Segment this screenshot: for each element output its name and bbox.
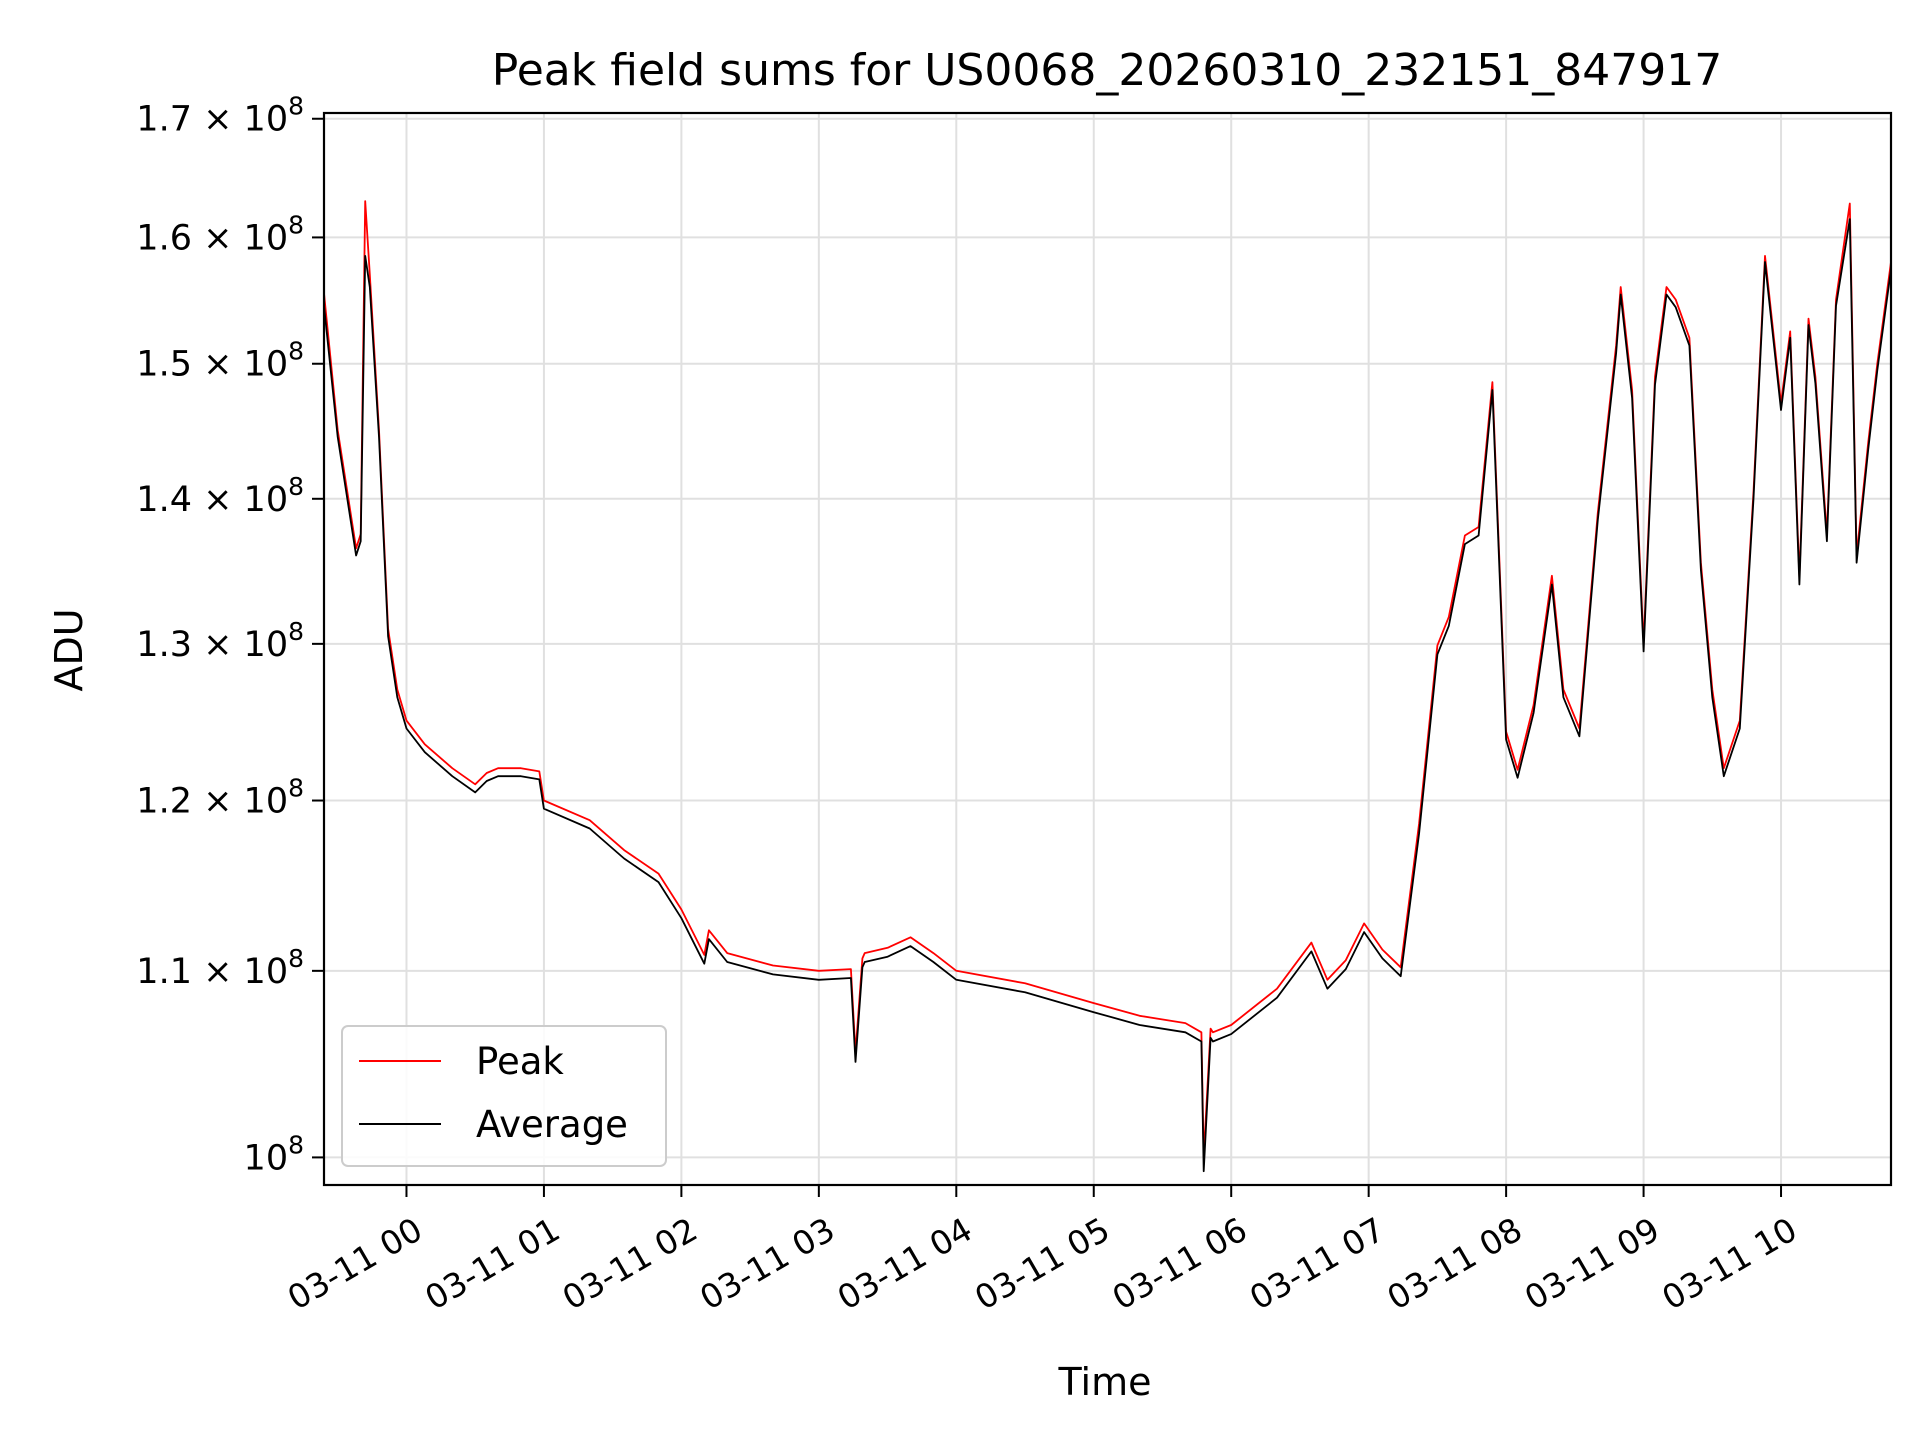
y-tick-label: 1.3 × 108: [136, 617, 304, 665]
y-tick-label: 1.4 × 108: [136, 472, 304, 520]
y-tick-label: 1.2 × 108: [136, 774, 304, 822]
legend: Peak Average: [341, 1025, 667, 1167]
y-tick-label: 108: [244, 1130, 304, 1178]
chart-title: Peak field sums for US0068_20260310_2321…: [492, 45, 1722, 96]
x-axis-label: Time: [1058, 1360, 1152, 1404]
series-lines: [324, 200, 1891, 1173]
y-axis: 108 1.1 × 108 1.2 × 108 1.3 × 108 1.4 × 108 1…: [136, 92, 324, 1178]
y-tick-label: 1.6 × 108: [136, 210, 304, 258]
y-tick-label: 1.7 × 108: [136, 92, 304, 140]
series-line-peak: [324, 200, 1891, 1159]
plot-frame: [322, 111, 1893, 1187]
y-axis-label: ADU: [47, 608, 91, 691]
legend-label-peak: Peak: [476, 1040, 564, 1083]
y-tick-label: 1.5 × 108: [136, 337, 304, 385]
y-tick-label: 1.1 × 108: [136, 944, 304, 992]
legend-label-average: Average: [476, 1103, 628, 1146]
series-line-average: [324, 218, 1891, 1173]
